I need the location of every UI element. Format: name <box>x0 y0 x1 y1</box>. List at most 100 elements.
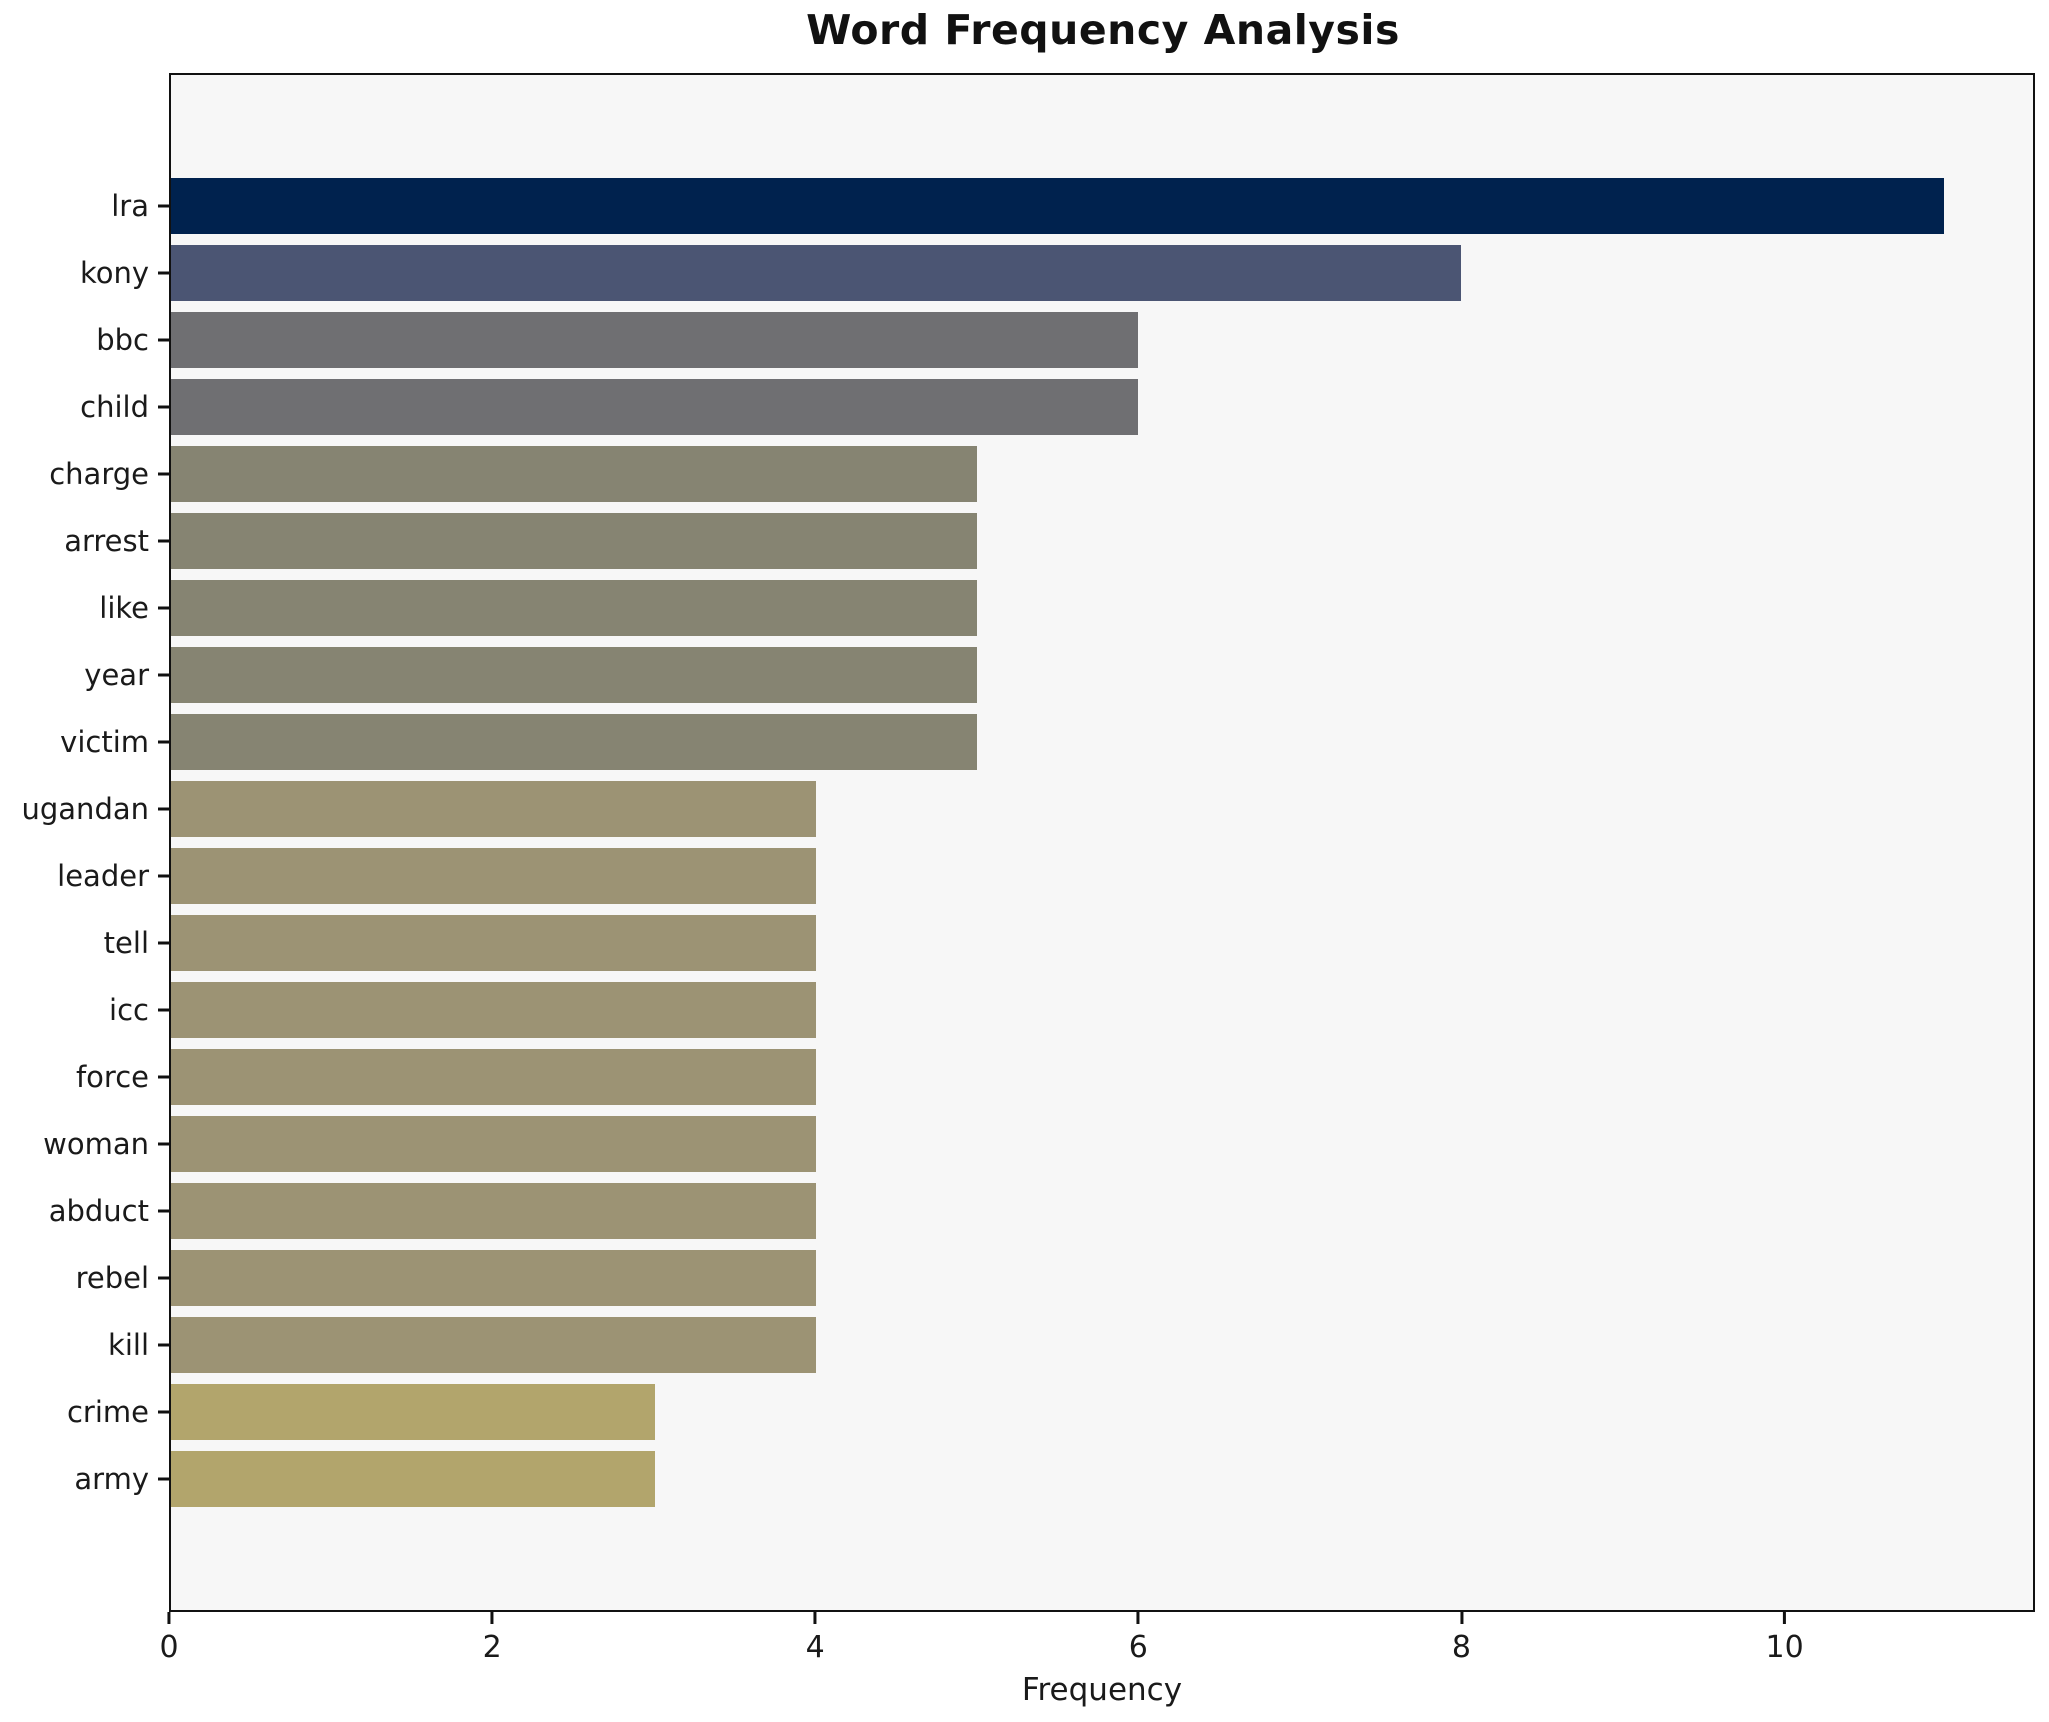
y-tick-label: tell <box>103 926 149 961</box>
bar <box>171 646 978 703</box>
x-tick-label: 8 <box>1451 1630 1471 1665</box>
y-tick-mark <box>158 606 169 610</box>
y-tick-mark <box>158 740 169 744</box>
x-axis-title: Frequency <box>1021 1672 1183 1708</box>
bar-row: kill <box>108 1312 2033 1379</box>
bar-row: woman <box>43 1111 2033 1178</box>
y-tick-label: icc <box>109 993 149 1028</box>
bar <box>171 1183 816 1240</box>
y-tick-mark <box>158 1477 169 1481</box>
y-tick-label: year <box>84 657 149 692</box>
y-tick-label: kill <box>108 1328 149 1363</box>
y-tick-label: army <box>74 1462 149 1497</box>
bar-row: ugandan <box>22 775 2033 842</box>
y-tick-label: woman <box>43 1127 149 1162</box>
y-tick-label: abduct <box>48 1194 149 1229</box>
x-tick: 4 <box>806 1612 825 1665</box>
x-tick-label: 10 <box>1765 1630 1804 1665</box>
y-tick-label: lra <box>111 188 149 223</box>
bar-row: kony <box>80 239 2033 306</box>
y-tick-mark <box>158 539 169 543</box>
y-tick-label: victim <box>60 724 149 759</box>
bar-row: icc <box>109 977 2033 1044</box>
y-tick-label: crime <box>66 1395 149 1430</box>
bar-row: leader <box>57 842 2033 909</box>
y-tick-label: bbc <box>96 322 149 357</box>
bar-row: arrest <box>64 507 2033 574</box>
bar-row: army <box>74 1446 2033 1513</box>
bar-row: lra <box>111 172 2033 239</box>
y-tick-mark <box>158 1276 169 1280</box>
y-tick-label: arrest <box>64 523 149 558</box>
bar <box>171 244 1461 301</box>
x-tick: 0 <box>159 1612 179 1665</box>
x-tick-mark <box>490 1612 494 1624</box>
bar-row: abduct <box>49 1178 2033 1245</box>
y-tick-label: like <box>99 590 149 625</box>
bar <box>171 512 978 569</box>
x-tick: 6 <box>1129 1612 1148 1665</box>
x-tick-mark <box>167 1612 171 1624</box>
y-tick-mark <box>158 1343 169 1347</box>
bar <box>171 1384 655 1441</box>
chart-title: Word Frequency Analysis <box>806 6 1400 54</box>
bar <box>171 378 1139 435</box>
bar-row: like <box>99 574 2033 641</box>
bar-row: bbc <box>96 306 2033 373</box>
bar <box>171 1116 816 1173</box>
y-tick-mark <box>158 204 169 208</box>
bar <box>171 780 816 837</box>
y-tick-mark <box>158 472 169 476</box>
bar <box>171 1451 655 1508</box>
x-tick-mark <box>1459 1612 1463 1624</box>
y-tick-label: child <box>80 389 149 424</box>
bar-row: crime <box>67 1379 2033 1446</box>
y-tick-label: ugandan <box>21 791 150 826</box>
x-tick: 2 <box>483 1612 502 1665</box>
bar-row: force <box>76 1044 2033 1111</box>
y-tick-label: leader <box>57 858 149 893</box>
bar <box>171 1317 816 1374</box>
bars-area: lra kony bbc child charge arrest like year victi… <box>22 172 2033 1513</box>
y-tick-mark <box>158 1142 169 1146</box>
y-tick-mark <box>158 941 169 945</box>
y-tick-label: rebel <box>75 1261 149 1296</box>
bar <box>171 445 978 502</box>
y-tick-mark <box>158 1075 169 1079</box>
bar <box>171 982 816 1039</box>
y-tick-mark <box>158 271 169 275</box>
bar <box>171 177 1945 234</box>
y-tick-label: kony <box>79 255 149 290</box>
x-tick-label: 6 <box>1128 1630 1148 1665</box>
bar <box>171 713 978 770</box>
plot-area: lra kony bbc child charge arrest like year victi… <box>22 73 2035 1612</box>
bar-row: victim <box>60 708 2033 775</box>
bar <box>171 915 816 972</box>
x-tick-label: 4 <box>805 1630 825 1665</box>
y-tick-mark <box>158 405 169 409</box>
bar-row: child <box>80 373 2033 440</box>
bar <box>171 1250 816 1307</box>
bar <box>171 1049 816 1106</box>
bar <box>171 847 816 904</box>
y-tick-mark <box>158 673 169 677</box>
x-tick-mark <box>813 1612 817 1624</box>
bar-row: year <box>84 641 2033 708</box>
x-tick: 8 <box>1452 1612 1471 1665</box>
y-tick-mark <box>158 807 169 811</box>
bar-row: tell <box>104 910 2033 977</box>
y-tick-mark <box>158 1008 169 1012</box>
x-tick-mark <box>1783 1612 1787 1624</box>
y-tick-mark <box>158 1209 169 1213</box>
x-tick: 10 <box>1765 1612 1804 1665</box>
y-tick-label: force <box>75 1060 149 1095</box>
y-tick-mark <box>158 338 169 342</box>
bar-row: rebel <box>76 1245 2033 1312</box>
y-tick-mark <box>158 1410 169 1414</box>
y-tick-label: charge <box>49 456 149 491</box>
x-tick-mark <box>1136 1612 1140 1624</box>
bar-row: charge <box>49 440 2033 507</box>
y-tick-mark <box>158 874 169 878</box>
bar <box>171 579 978 636</box>
